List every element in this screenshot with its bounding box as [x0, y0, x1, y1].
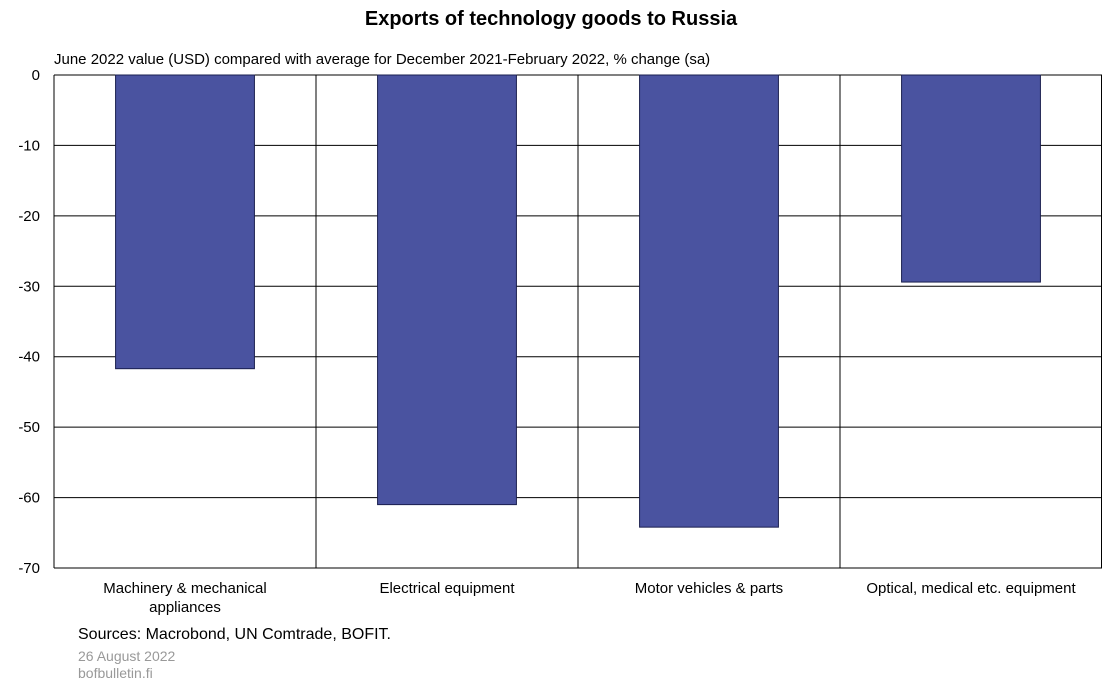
- website-credit: bofbulletin.fi: [78, 665, 153, 681]
- y-tick-label: -50: [18, 419, 40, 436]
- x-tick-label: Motor vehicles & parts: [635, 580, 783, 597]
- y-tick-label: -10: [18, 137, 40, 154]
- y-tick-label: -30: [18, 278, 40, 295]
- x-tick-label: Electrical equipment: [379, 580, 515, 597]
- chart-title: Exports of technology goods to Russia: [364, 8, 738, 30]
- y-tick-label: -70: [18, 560, 40, 577]
- x-tick-label: Machinery & mechanical: [103, 580, 266, 597]
- bar: [901, 74, 1041, 283]
- y-tick-label: 0: [32, 67, 40, 84]
- x-tick-label: Optical, medical etc. equipment: [866, 580, 1076, 597]
- y-tick-label: -40: [18, 349, 40, 366]
- publication-date: 26 August 2022: [78, 648, 176, 664]
- y-tick-label: -60: [18, 490, 40, 507]
- chart-subtitle: June 2022 value (USD) compared with aver…: [54, 51, 711, 68]
- sources-note: Sources: Macrobond, UN Comtrade, BOFIT.: [78, 626, 391, 643]
- bar: [115, 74, 255, 370]
- bar: [639, 74, 779, 528]
- bar: [377, 74, 517, 506]
- x-tick-label: appliances: [149, 599, 221, 616]
- y-tick-label: -20: [18, 208, 40, 225]
